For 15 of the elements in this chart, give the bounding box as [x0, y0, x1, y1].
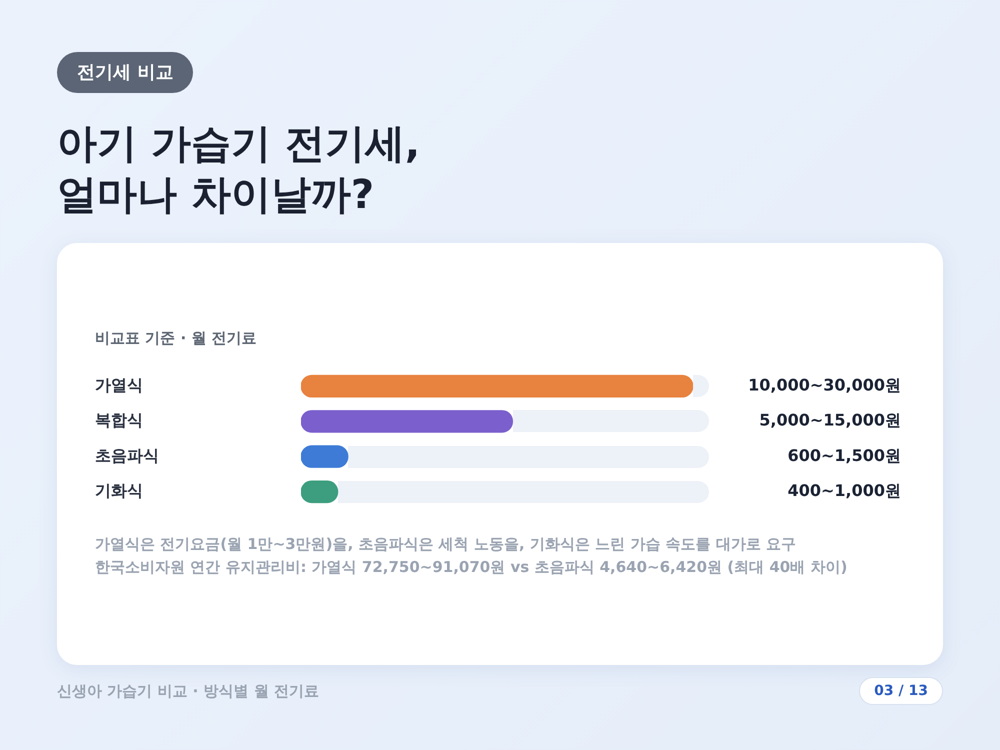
text: 신생아 가습기 비교 · 방식별 월 전기료: [57, 681, 320, 702]
text: 600~1,500원: [788, 446, 901, 465]
y-tick-label: 초음파식: [95, 446, 159, 465]
y-tick-label: 가열식: [95, 375, 143, 394]
text: 5,000~15,000원: [759, 410, 901, 430]
text: 10,000~30,000원: [748, 375, 901, 394]
chart-title: 아기 가습기 전기세, 얼마나 차이날까?: [57, 120, 422, 220]
y-tick-label: 복합식: [95, 410, 143, 430]
text: 가열식은 전기요금(월 1만~3만원)을, 초음파식은 세척 노동을, 기화식은 느린 가습 속도를 대가로 요구: [95, 534, 797, 555]
text: 03 / 13: [859, 677, 943, 705]
text: 400~1,000원: [788, 480, 901, 500]
text: 비교표 기준 · 월 전기료: [95, 328, 257, 349]
text: 전기세 비교: [57, 52, 194, 93]
text: 한국소비자원 연간 유지관리비: 가열식 72,750~91,070원 vs 초음파식 4,640~6,420원 (최대 40배 차이): [95, 557, 848, 578]
y-tick-label: 기화식: [95, 480, 143, 500]
